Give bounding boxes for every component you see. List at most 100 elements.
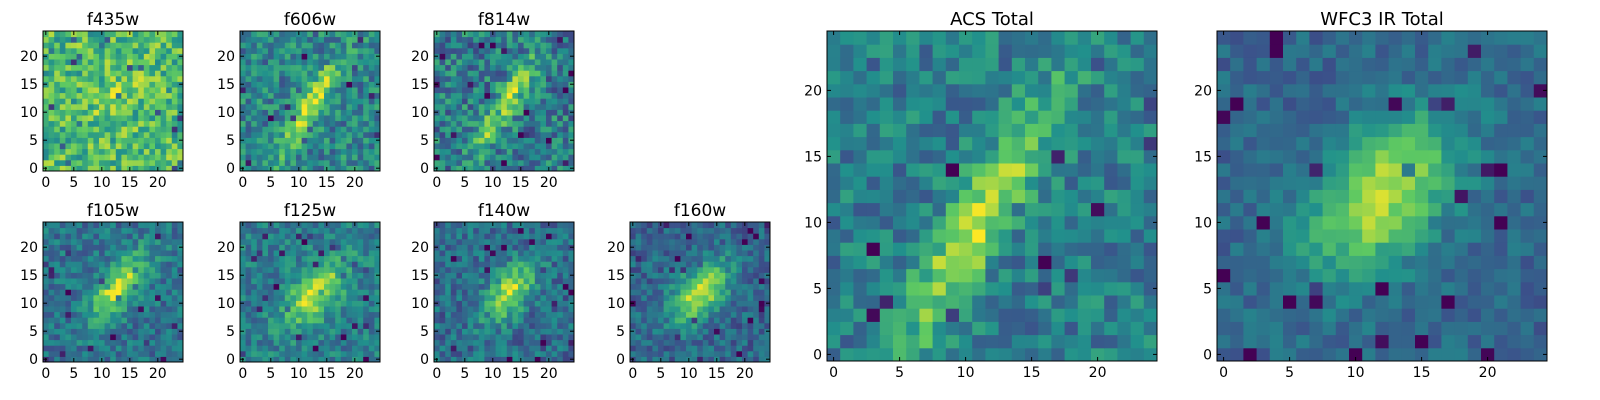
heatmap-cell xyxy=(568,266,575,273)
heatmap-cell xyxy=(279,59,286,66)
heatmap-cell xyxy=(562,53,569,60)
heatmap-cell xyxy=(121,250,128,257)
heatmap-cell xyxy=(736,300,743,307)
heatmap-cell xyxy=(540,120,547,127)
heatmap-cell xyxy=(104,31,111,38)
heatmap-cell xyxy=(972,163,986,177)
heatmap-cell xyxy=(115,165,122,172)
heatmap-cell xyxy=(484,109,491,116)
heatmap-cell xyxy=(245,334,252,341)
heatmap-cell xyxy=(240,120,247,127)
heatmap-cell xyxy=(104,137,111,144)
heatmap-cell xyxy=(686,244,693,251)
heatmap-cell xyxy=(301,350,308,357)
heatmap-cell xyxy=(318,328,325,335)
heatmap-cell xyxy=(1104,295,1118,309)
heatmap-cell xyxy=(296,350,303,357)
heatmap-cell xyxy=(827,281,841,296)
heatmap-cell xyxy=(284,278,291,285)
heatmap-cell xyxy=(506,159,513,166)
heatmap-cell xyxy=(747,317,754,324)
heatmap-cell xyxy=(450,350,457,357)
heatmap-cell xyxy=(540,109,547,116)
heatmap-cell xyxy=(357,311,364,318)
heatmap-cell xyxy=(534,306,541,313)
heatmap-cell xyxy=(945,229,960,243)
heatmap-cell xyxy=(557,159,564,166)
heatmap-cell xyxy=(251,227,258,234)
heatmap-cell xyxy=(346,233,353,240)
heatmap-cell xyxy=(490,53,497,60)
heatmap-cell xyxy=(127,92,134,99)
heatmap-cell xyxy=(363,92,370,99)
y-tick-label: 0 xyxy=(420,352,429,368)
heatmap-cell xyxy=(368,59,375,66)
heatmap-cell xyxy=(540,70,547,77)
heatmap-cell xyxy=(368,233,375,240)
heatmap-cell xyxy=(121,278,128,285)
x-tick-label: 15 xyxy=(318,175,336,191)
heatmap-cell xyxy=(93,87,100,94)
y-tick-label: 20 xyxy=(217,49,235,65)
heatmap-cell xyxy=(273,238,280,245)
heatmap-cell xyxy=(143,255,150,262)
y-tick-label: 15 xyxy=(20,77,38,93)
heatmap-cell xyxy=(65,261,72,268)
heatmap-cell xyxy=(714,350,721,357)
y-tick-label: 15 xyxy=(411,268,429,284)
heatmap-cell xyxy=(506,81,513,88)
heatmap-cell xyxy=(340,322,347,329)
heatmap-cell xyxy=(329,345,336,352)
heatmap-cell xyxy=(363,300,370,307)
heatmap-cell xyxy=(240,92,247,99)
heatmap-cell xyxy=(439,120,446,127)
heatmap-cell xyxy=(753,328,760,335)
heatmap-cell xyxy=(166,143,173,150)
heatmap-cell xyxy=(312,255,319,262)
heatmap-cell xyxy=(312,47,319,54)
heatmap-cell xyxy=(143,159,150,166)
heatmap-cell xyxy=(251,115,258,122)
heatmap-cell xyxy=(149,53,156,60)
heatmap-cell xyxy=(635,244,642,251)
heatmap-cell xyxy=(478,75,485,82)
heatmap-cell xyxy=(450,356,457,363)
heatmap-cell xyxy=(312,154,319,161)
heatmap-cell xyxy=(456,250,463,257)
heatmap-cell xyxy=(65,42,72,49)
heatmap-cell xyxy=(450,294,457,301)
heatmap-cell xyxy=(110,300,117,307)
heatmap-cell xyxy=(434,92,441,99)
heatmap-cell xyxy=(318,159,325,166)
heatmap-cell xyxy=(506,75,513,82)
heatmap-cell xyxy=(518,250,525,257)
heatmap-cell xyxy=(445,306,452,313)
heatmap-cell xyxy=(268,159,275,166)
heatmap-cell xyxy=(484,339,491,346)
heatmap-cell xyxy=(93,345,100,352)
heatmap-cell xyxy=(149,115,156,122)
heatmap-cell xyxy=(985,308,1000,322)
heatmap-cell xyxy=(340,98,347,105)
heatmap-cell xyxy=(1011,268,1026,283)
heatmap-cell xyxy=(484,75,491,82)
heatmap-cell xyxy=(652,266,659,273)
heatmap-cell xyxy=(523,115,530,122)
heatmap-cell xyxy=(568,222,575,229)
heatmap-cell xyxy=(490,154,497,161)
heatmap-cell xyxy=(972,308,986,322)
heatmap-cell xyxy=(240,87,247,94)
heatmap-cell xyxy=(490,322,497,329)
heatmap-cell xyxy=(352,283,359,290)
heatmap-cell xyxy=(506,47,513,54)
heatmap-cell xyxy=(827,176,841,190)
heatmap-cell xyxy=(562,328,569,335)
heatmap-cell xyxy=(551,81,558,88)
heatmap-cell xyxy=(490,64,497,71)
heatmap-cell xyxy=(478,87,485,94)
heatmap-cell xyxy=(132,339,139,346)
heatmap-cell xyxy=(456,322,463,329)
heatmap-cell xyxy=(490,255,497,262)
x-tick-label: 0 xyxy=(238,366,247,382)
heatmap-cell xyxy=(160,294,167,301)
